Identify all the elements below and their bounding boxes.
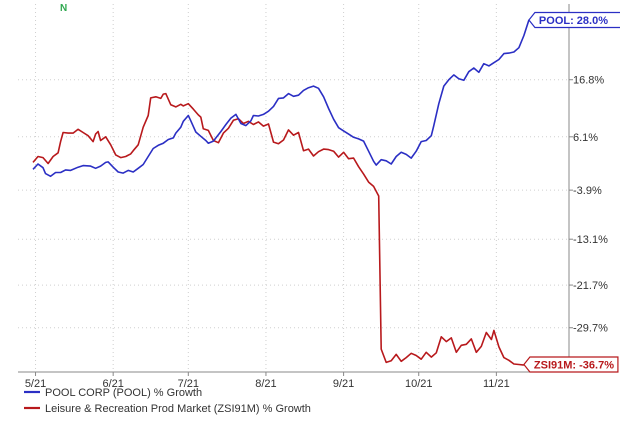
x-tick-label: 6/21: [102, 378, 123, 390]
end-label-pool: POOL: 28.0%: [528, 11, 620, 29]
legend: POOL CORP (POOL) % Growth Leisure & Recr…: [24, 387, 311, 415]
x-axis: 5/21 6/21 7/21 8/21 9/21 10/21 11/21: [18, 371, 569, 390]
x-tick-label: 5/21: [25, 378, 46, 390]
y-tick-label: -3.9%: [573, 185, 602, 197]
end-labels: POOL: 28.0% ZSI91M: -36.7%: [523, 11, 620, 373]
x-tick-label: 10/21: [405, 378, 433, 390]
x-tick-label: 7/21: [178, 378, 199, 390]
y-axis: 16.8% 6.1% -3.9% -13.1% -21.7% -29.7%: [568, 4, 608, 372]
x-tick-label: 9/21: [333, 378, 354, 390]
y-tick-label: -29.7%: [573, 323, 608, 335]
series-line-pool: [32, 19, 530, 178]
x-tick-label: 8/21: [255, 378, 276, 390]
legend-label-pool: POOL CORP (POOL) % Growth: [45, 387, 202, 399]
end-label-text: POOL: 28.0%: [539, 15, 608, 27]
series-line-zsi: [32, 92, 524, 366]
end-label-zsi: ZSI91M: -36.7%: [523, 356, 619, 373]
end-label-box: [528, 11, 620, 29]
y-tick-label: 6.1%: [573, 132, 598, 144]
plot-area: [18, 4, 569, 372]
y-tick-label: -13.1%: [573, 234, 608, 246]
series-lines: [32, 19, 530, 366]
end-label-box: [523, 356, 619, 373]
x-tick-label: 11/21: [483, 378, 510, 390]
y-tick-label: 16.8%: [573, 75, 604, 87]
brand-mark: N: [60, 3, 67, 14]
y-tick-label: -21.7%: [573, 280, 608, 292]
legend-label-zsi: Leisure & Recreation Prod Market (ZSI91M…: [45, 403, 311, 415]
end-label-text: ZSI91M: -36.7%: [534, 360, 614, 372]
